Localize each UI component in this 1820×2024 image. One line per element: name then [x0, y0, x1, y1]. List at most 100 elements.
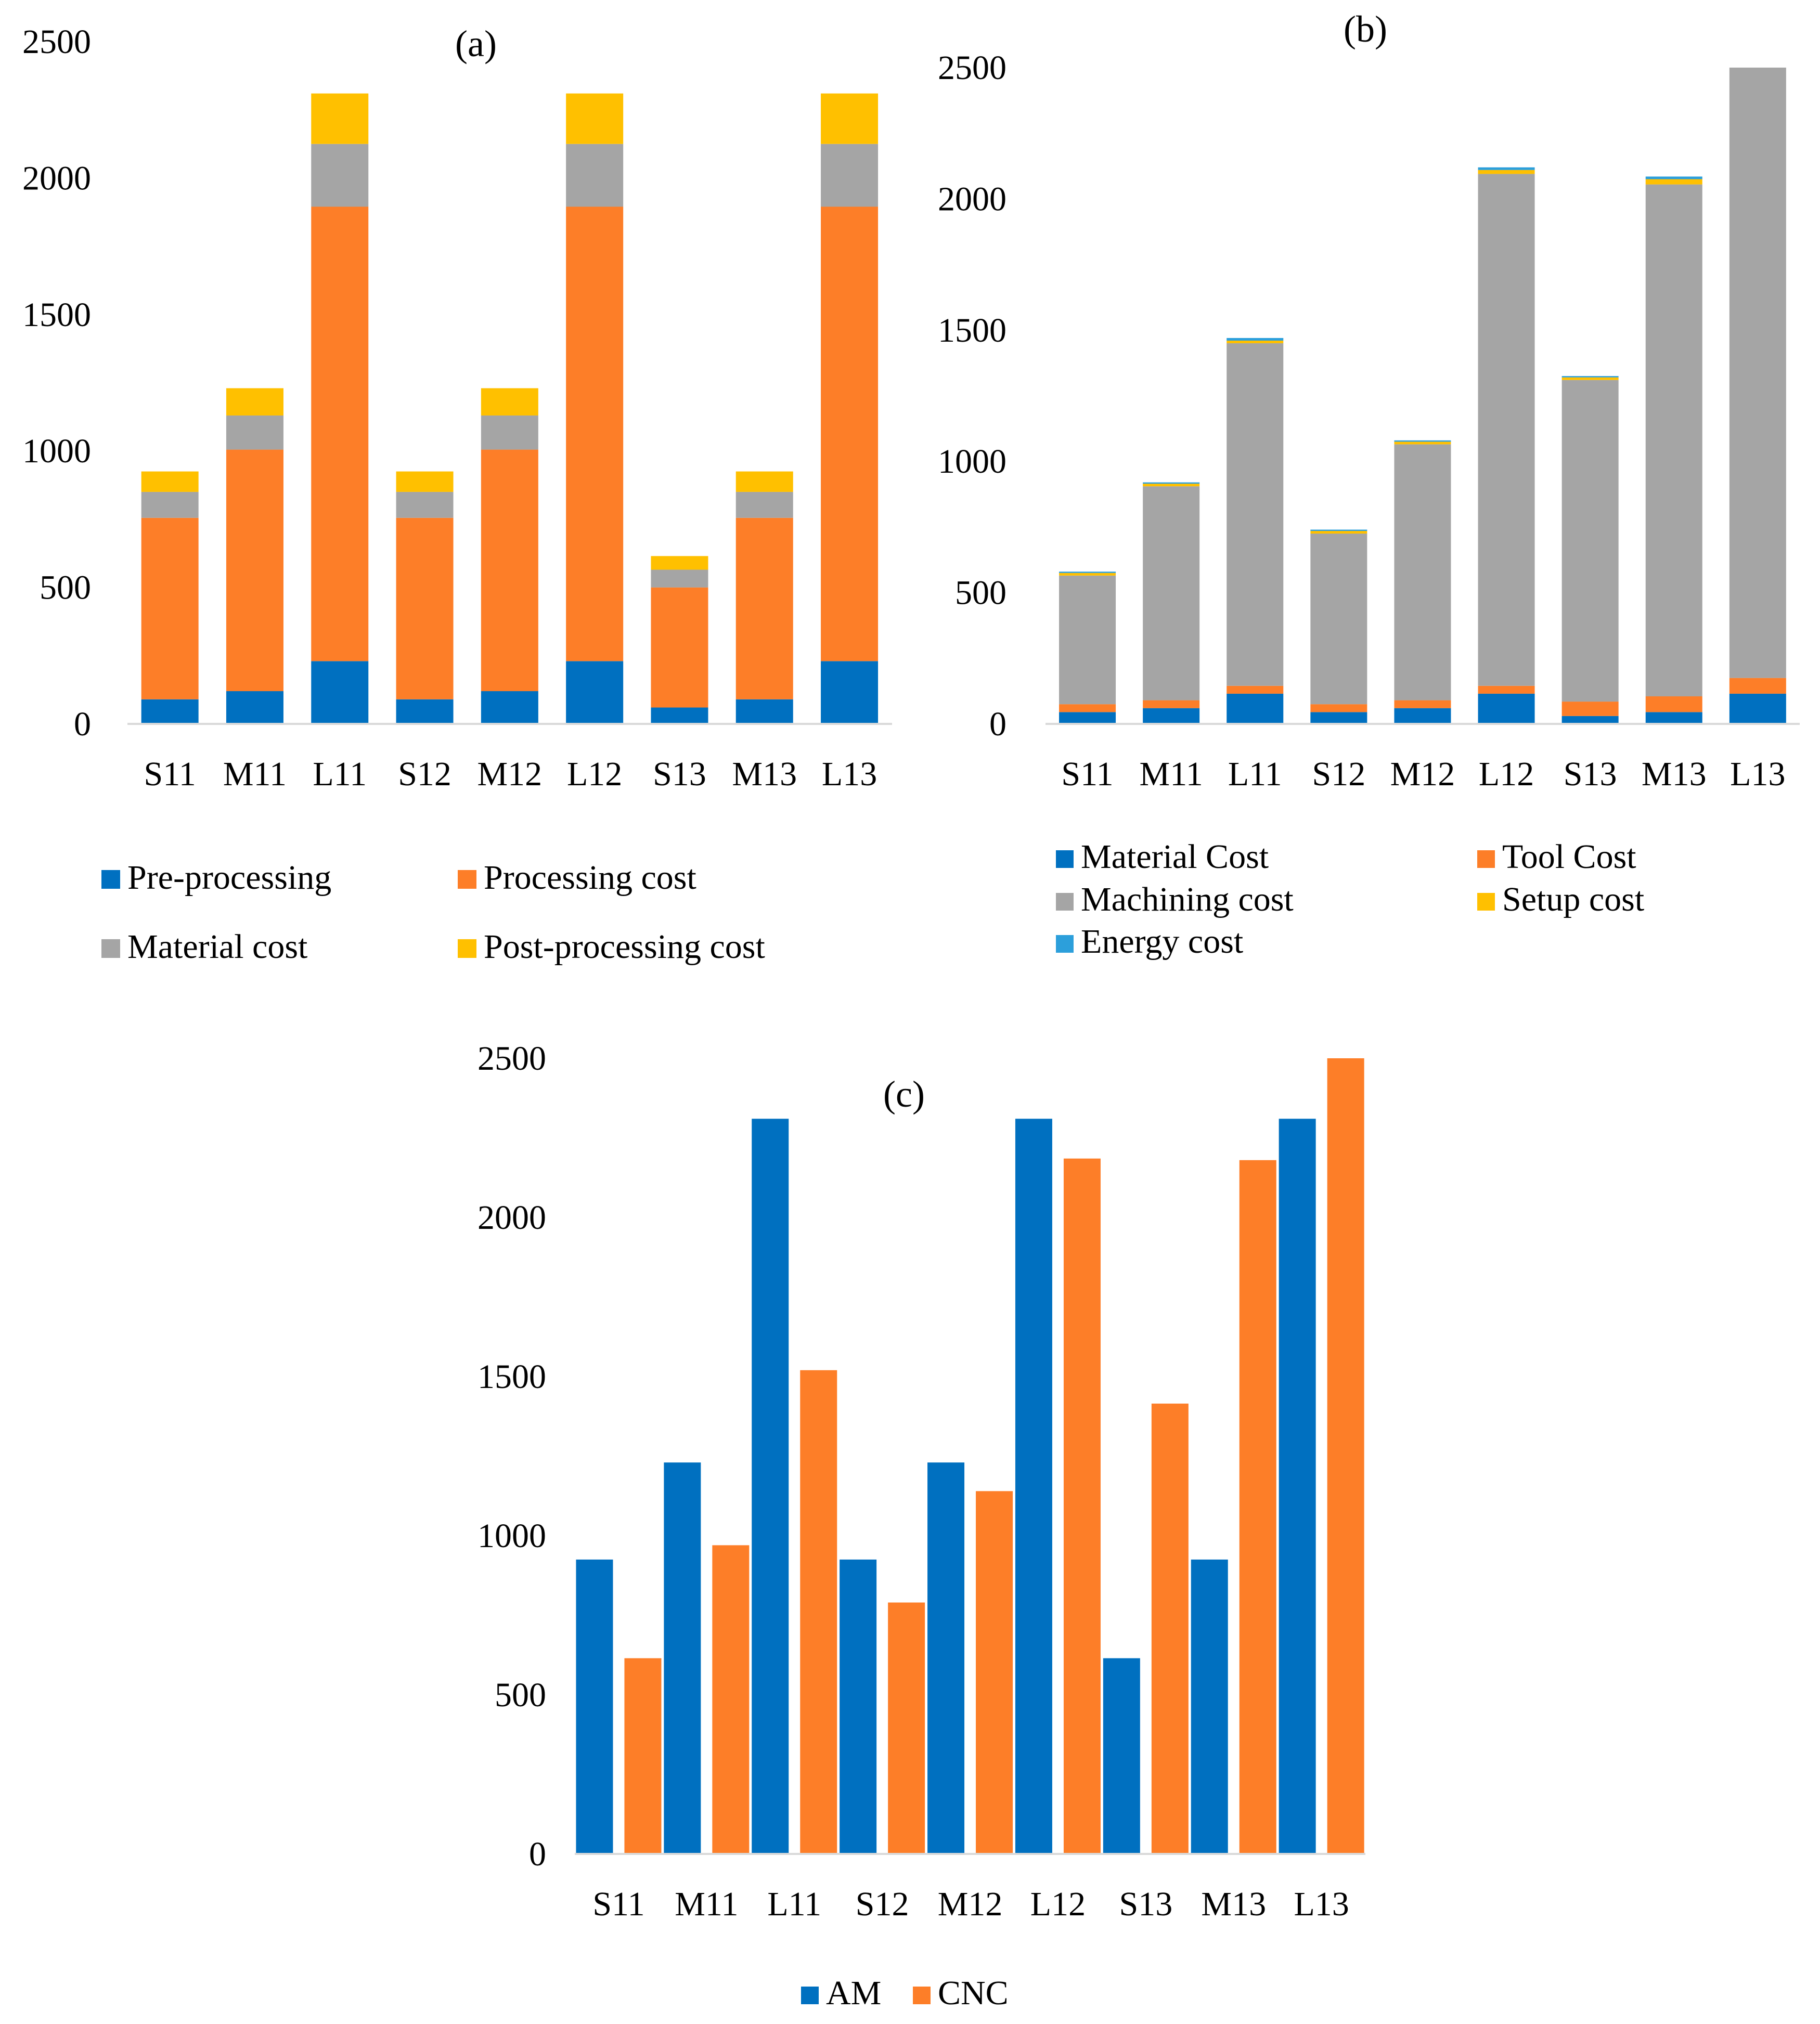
bar-segment-tool-cost: [1059, 704, 1116, 712]
bar-segment-setup-cost: [1394, 442, 1451, 445]
bar-segment-setup-cost: [1227, 340, 1284, 344]
chart-b-title: (b): [1344, 8, 1387, 50]
legend-label: Post-processing cost: [484, 928, 765, 966]
bar-segment-processing-cost: [821, 206, 879, 661]
bar-segment-pre-processing: [821, 661, 879, 724]
bar-segment-energy-cost: [1227, 338, 1284, 341]
bar-segment-material-cost: [1227, 693, 1284, 724]
bar-am: [576, 1559, 613, 1854]
legend-swatch: [101, 939, 120, 958]
legend-label: Setup cost: [1502, 880, 1644, 918]
legend-swatch: [1477, 893, 1495, 911]
chart-b: (b) 0 500 1000 1500 2000 2500 S11 M11 L11 S12 M12 L1…: [938, 8, 1800, 961]
bar-segment-tool-cost: [1394, 700, 1451, 708]
legend-swatch: [458, 939, 476, 958]
y-tick-label: 2500: [477, 1040, 546, 1078]
x-tick-label: S11: [144, 755, 196, 793]
x-tick-label: M12: [938, 1885, 1003, 1923]
x-tick-label: M13: [1201, 1885, 1266, 1923]
x-tick-label: L11: [1228, 755, 1282, 793]
bar-segment-setup-cost: [1645, 179, 1702, 185]
bar-segment-processing-cost: [566, 206, 624, 661]
bar-segment-material-cost: [1645, 712, 1702, 724]
bar-segment-material-cost: [226, 415, 283, 450]
bar-segment-post-processing-cost: [311, 93, 369, 144]
chart-a: (a) 0 500 1000 1500 2000 2500 S11 M11 L11 S12 M12 L1…: [22, 23, 892, 966]
legend-label: AM: [826, 1974, 881, 2012]
bar-segment-energy-cost: [1143, 482, 1200, 484]
bar-segment-tool-cost: [1478, 685, 1535, 694]
bar-segment-processing-cost: [481, 449, 538, 692]
bar-cnc: [712, 1545, 750, 1854]
legend-label: Material cost: [127, 928, 307, 966]
bar-segment-post-processing-cost: [141, 471, 199, 492]
bar-am: [664, 1462, 701, 1854]
y-tick-label: 0: [529, 1835, 546, 1873]
x-tick-label: S12: [398, 755, 451, 793]
bar-segment-tool-cost: [1310, 704, 1367, 712]
x-tick-label: M13: [1642, 755, 1707, 793]
bar-am: [1103, 1658, 1140, 1854]
bar-segment-material-cost: [1310, 712, 1367, 724]
bar-segment-machining-cost: [1645, 184, 1702, 696]
bar-segment-tool-cost: [1227, 685, 1284, 694]
x-tick-label: L13: [1730, 755, 1785, 793]
bar-cnc: [888, 1602, 925, 1854]
legend-label: Pre-processing: [127, 859, 331, 897]
bar-segment-material-cost: [1729, 693, 1786, 724]
bar-segment-processing-cost: [311, 206, 369, 661]
legend-label: Energy cost: [1081, 923, 1243, 961]
y-tick-label: 1500: [938, 312, 1006, 349]
bar-segment-material-cost: [396, 491, 454, 518]
x-tick-label: L11: [313, 755, 367, 793]
legend-label: Processing cost: [484, 859, 696, 897]
bar-segment-setup-cost: [1561, 377, 1619, 380]
x-tick-label: M11: [223, 755, 287, 793]
bar-segment-machining-cost: [1729, 68, 1786, 678]
bar-am: [840, 1559, 877, 1854]
legend-label: CNC: [938, 1974, 1009, 2012]
bar-am: [752, 1119, 789, 1854]
legend-label: Material Cost: [1081, 838, 1269, 876]
bar-cnc: [1239, 1160, 1276, 1854]
x-tick-label: S13: [1564, 755, 1617, 793]
bar-am: [927, 1462, 965, 1854]
bar-segment-setup-cost: [1059, 573, 1116, 576]
bar-segment-processing-cost: [226, 449, 283, 692]
legend-swatch: [1056, 935, 1074, 953]
bar-segment-energy-cost: [1645, 176, 1702, 179]
x-tick-label: S11: [1061, 755, 1113, 793]
bar-cnc: [1063, 1158, 1101, 1854]
y-tick-label: 2500: [938, 49, 1006, 87]
bar-segment-pre-processing: [566, 661, 624, 724]
bar-segment-material-cost: [1143, 708, 1200, 724]
bar-segment-machining-cost: [1478, 174, 1535, 686]
bar-segment-material-cost: [1059, 712, 1116, 724]
bar-segment-tool-cost: [1645, 696, 1702, 712]
x-tick-label: S12: [1312, 755, 1365, 793]
bar-segment-machining-cost: [1394, 444, 1451, 700]
bar-segment-material-cost: [141, 491, 199, 518]
bar-segment-pre-processing: [396, 699, 454, 724]
bar-segment-energy-cost: [1561, 376, 1619, 378]
legend-swatch: [101, 870, 120, 889]
bar-cnc: [976, 1491, 1013, 1854]
x-tick-label: M12: [477, 755, 543, 793]
bar-segment-pre-processing: [311, 661, 369, 724]
bar-am: [1279, 1119, 1316, 1854]
y-tick-label: 0: [74, 705, 91, 743]
y-tick-label: 2000: [938, 180, 1006, 218]
y-tick-label: 1000: [477, 1517, 546, 1555]
bar-segment-processing-cost: [396, 517, 454, 699]
legend-swatch: [801, 1987, 819, 2004]
bar-segment-tool-cost: [1561, 702, 1619, 716]
bar-segment-material-cost: [311, 144, 369, 207]
y-tick-label: 2000: [22, 159, 91, 197]
bar-segment-energy-cost: [1394, 440, 1451, 442]
bar-segment-post-processing-cost: [481, 388, 538, 416]
legend-swatch: [1056, 893, 1074, 911]
bar-segment-machining-cost: [1310, 534, 1367, 705]
bar-segment-material-cost: [481, 415, 538, 450]
bar-segment-machining-cost: [1143, 486, 1200, 700]
